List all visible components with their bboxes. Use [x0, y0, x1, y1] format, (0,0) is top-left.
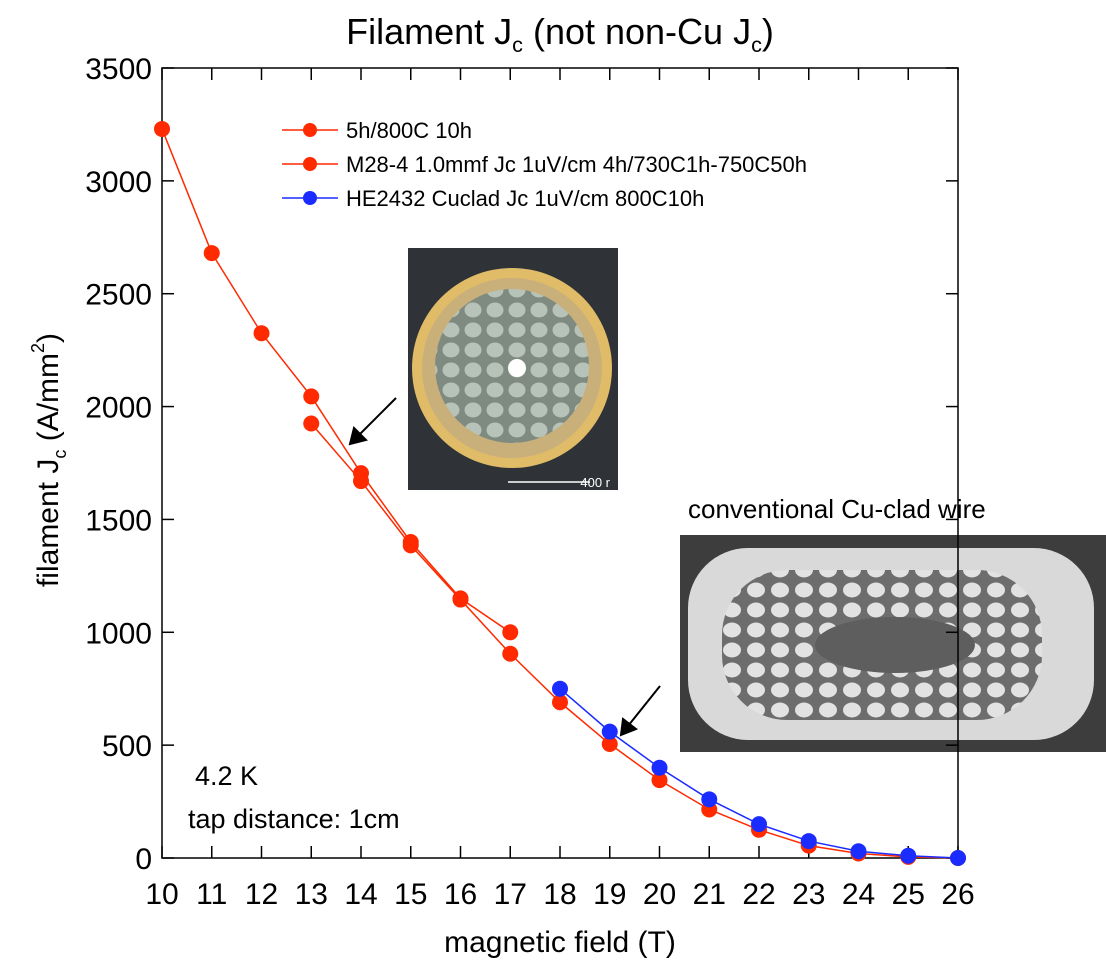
- micrograph-rect: [680, 535, 1106, 752]
- legend-marker: [303, 123, 317, 137]
- annotation: tap distance: 1cm: [188, 804, 400, 834]
- y-tick-label: 3500: [85, 53, 152, 86]
- data-point: [751, 816, 767, 833]
- legend-label: 5h/800C 10h: [346, 118, 472, 143]
- data-point: [253, 325, 270, 342]
- annotation: conventional Cu-clad wire: [688, 494, 986, 524]
- micrograph-round: 400 r: [408, 248, 618, 490]
- data-point: [900, 847, 917, 864]
- data-point: [701, 791, 718, 808]
- data-point: [552, 694, 568, 711]
- data-point: [950, 850, 966, 866]
- y-axis-label-part: filament J: [32, 459, 65, 587]
- y-tick-label: 500: [102, 730, 152, 763]
- y-axis-label-part: c: [50, 450, 70, 459]
- y-axis-label-part: ): [32, 333, 65, 343]
- data-point: [601, 723, 618, 740]
- annotation: 4.2 K: [195, 761, 258, 791]
- data-point: [800, 833, 817, 850]
- data-point: [502, 624, 519, 641]
- legend-marker: [303, 157, 317, 171]
- x-tick-label: 15: [394, 878, 427, 911]
- x-tick-label: 18: [543, 878, 576, 911]
- legend-label: M28-4 1.0mmf Jc 1uV/cm 4h/730C1h-750C50h: [346, 152, 807, 177]
- y-axis-label-part: 2: [28, 343, 48, 353]
- x-tick-label: 14: [344, 878, 377, 911]
- chart-title-part: c: [512, 32, 523, 57]
- x-tick-label: 21: [693, 878, 726, 911]
- x-tick-label: 23: [792, 878, 825, 911]
- chart-title-part: c: [751, 32, 762, 57]
- data-point: [353, 473, 369, 490]
- x-tick-label: 19: [593, 878, 626, 911]
- data-point: [452, 591, 469, 608]
- series-line: [161, 128, 511, 633]
- y-axis-label-part: (A/mm: [32, 353, 65, 450]
- x-tick-label: 12: [245, 878, 278, 911]
- data-point: [601, 736, 618, 753]
- chart-title-part: (not non-Cu J: [523, 11, 751, 52]
- x-tick-label: 16: [444, 878, 477, 911]
- x-tick-label: 22: [742, 878, 775, 911]
- x-tick-label: 17: [494, 878, 527, 911]
- data-point: [303, 388, 320, 405]
- y-tick-label: 1000: [85, 617, 152, 650]
- y-tick-label: 1500: [85, 504, 152, 537]
- legend-label: HE2432 Cuclad Jc 1uV/cm 800C10h: [346, 186, 704, 211]
- chart-title-part: Filament J: [346, 11, 512, 52]
- data-point: [850, 843, 867, 860]
- chart-title-part: ): [762, 11, 774, 52]
- x-tick-label: 13: [295, 878, 328, 911]
- y-tick-label: 3000: [85, 166, 152, 199]
- x-tick-label: 25: [892, 878, 925, 911]
- series-line: [310, 423, 959, 859]
- x-tick-label: 24: [842, 878, 875, 911]
- y-tick-label: 2500: [85, 279, 152, 312]
- x-axis-label: magnetic field (T): [444, 926, 676, 959]
- data-point: [203, 245, 220, 262]
- data-point: [402, 537, 419, 554]
- x-tick-label: 10: [145, 878, 178, 911]
- data-point: [154, 120, 170, 137]
- scale-label: 400 r: [580, 475, 610, 490]
- data-point: [651, 772, 668, 789]
- y-tick-label: 0: [135, 843, 152, 876]
- x-tick-label: 26: [941, 878, 974, 911]
- y-tick-label: 2000: [85, 392, 152, 425]
- x-tick-label: 20: [643, 878, 676, 911]
- chart-title: Filament Jc (not non-Cu Jc): [346, 11, 774, 57]
- legend-marker: [303, 191, 317, 205]
- data-point: [552, 680, 568, 697]
- data-point: [502, 645, 519, 662]
- data-point: [651, 759, 668, 776]
- arrows: [348, 397, 661, 737]
- data-point: [303, 415, 320, 432]
- y-axis-label: filament Jc (A/mm2): [28, 333, 70, 587]
- x-tick-label: 11: [196, 878, 227, 911]
